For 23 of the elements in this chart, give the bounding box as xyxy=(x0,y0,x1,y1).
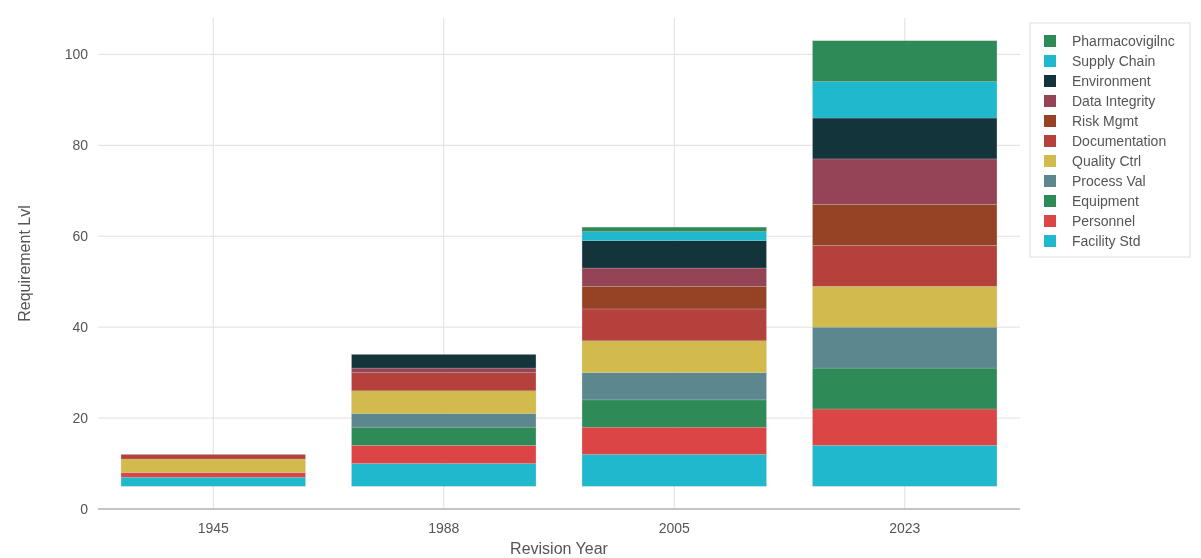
legend-label: Personnel xyxy=(1072,212,1136,229)
y-tick-label: 60 xyxy=(72,228,89,245)
x-tick-label: 2023 xyxy=(889,520,921,536)
legend-label: Supply Chain xyxy=(1072,52,1156,69)
legend-label: Risk Mgmt xyxy=(1072,112,1139,129)
y-tick-label: 20 xyxy=(72,409,89,426)
x-tick-label: 1988 xyxy=(428,520,460,536)
x-axis-title: Revision Year xyxy=(510,540,609,557)
y-tick-label: 0 xyxy=(80,500,89,517)
legend-label: Facility Std xyxy=(1072,232,1141,249)
x-tick-label: 2005 xyxy=(658,520,691,536)
legend-label: Environment xyxy=(1072,72,1151,89)
y-tick-label: 80 xyxy=(72,137,89,154)
y-tick-label: 100 xyxy=(64,46,89,63)
legend-label: Pharmacovigilnc xyxy=(1072,32,1175,49)
legend-label: Documentation xyxy=(1072,132,1167,149)
x-tick-label: 1945 xyxy=(197,520,230,536)
legend-label: Process Val xyxy=(1072,172,1146,189)
legend-label: Data Integrity xyxy=(1072,92,1156,109)
legend-label: Quality Ctrl xyxy=(1072,152,1142,169)
y-axis-title: Requirement Lvl xyxy=(16,205,33,322)
y-tick-label: 40 xyxy=(72,319,89,336)
legend-label: Equipment xyxy=(1072,192,1140,209)
